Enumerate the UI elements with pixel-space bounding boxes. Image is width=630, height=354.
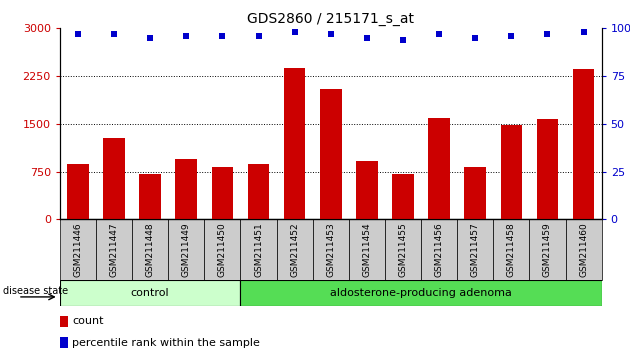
Bar: [175, 159, 197, 219]
Bar: [60, 337, 68, 348]
Point: [253, 33, 263, 39]
Bar: [421, 219, 457, 280]
Text: GSM211455: GSM211455: [399, 222, 408, 277]
Text: control: control: [131, 288, 169, 298]
Bar: [320, 89, 341, 219]
Bar: [277, 219, 312, 280]
Bar: [96, 219, 132, 280]
Bar: [573, 69, 595, 219]
Point: [181, 33, 192, 39]
Bar: [168, 219, 204, 280]
Text: GSM211450: GSM211450: [218, 222, 227, 277]
Text: GSM211446: GSM211446: [74, 222, 83, 277]
Bar: [204, 219, 241, 280]
Text: count: count: [72, 316, 103, 326]
Text: GSM211447: GSM211447: [110, 222, 118, 277]
Bar: [67, 164, 89, 219]
Bar: [60, 316, 68, 327]
Bar: [464, 167, 486, 219]
Bar: [60, 280, 241, 306]
Point: [362, 35, 372, 41]
Text: GSM211458: GSM211458: [507, 222, 516, 277]
Bar: [349, 219, 385, 280]
Text: GSM211449: GSM211449: [182, 222, 191, 277]
Text: GSM211456: GSM211456: [435, 222, 444, 277]
Point: [542, 31, 553, 37]
Point: [73, 31, 83, 37]
Bar: [60, 219, 96, 280]
Text: aldosterone-producing adenoma: aldosterone-producing adenoma: [330, 288, 512, 298]
Text: GSM211459: GSM211459: [543, 222, 552, 277]
Text: GSM211451: GSM211451: [254, 222, 263, 277]
Bar: [241, 280, 602, 306]
Bar: [537, 119, 558, 219]
Text: GSM211453: GSM211453: [326, 222, 335, 277]
Point: [578, 29, 588, 35]
Text: GSM211457: GSM211457: [471, 222, 479, 277]
Point: [434, 31, 444, 37]
Point: [109, 31, 119, 37]
Bar: [356, 161, 378, 219]
Bar: [428, 118, 450, 219]
Bar: [312, 219, 349, 280]
Bar: [493, 219, 529, 280]
Point: [145, 35, 155, 41]
Point: [398, 37, 408, 42]
Bar: [385, 219, 421, 280]
Bar: [103, 138, 125, 219]
Bar: [529, 219, 566, 280]
Bar: [132, 219, 168, 280]
Bar: [500, 125, 522, 219]
Title: GDS2860 / 215171_s_at: GDS2860 / 215171_s_at: [247, 12, 415, 26]
Bar: [457, 219, 493, 280]
Bar: [241, 219, 277, 280]
Text: GSM211452: GSM211452: [290, 222, 299, 277]
Text: GSM211448: GSM211448: [146, 222, 154, 277]
Bar: [566, 219, 602, 280]
Point: [217, 33, 227, 39]
Point: [326, 31, 336, 37]
Text: GSM211454: GSM211454: [362, 222, 371, 277]
Bar: [248, 164, 270, 219]
Bar: [392, 173, 414, 219]
Text: GSM211460: GSM211460: [579, 222, 588, 277]
Text: percentile rank within the sample: percentile rank within the sample: [72, 338, 260, 348]
Bar: [284, 68, 306, 219]
Text: disease state: disease state: [3, 286, 68, 296]
Bar: [212, 167, 233, 219]
Bar: [139, 173, 161, 219]
Point: [290, 29, 300, 35]
Point: [470, 35, 480, 41]
Point: [507, 33, 517, 39]
